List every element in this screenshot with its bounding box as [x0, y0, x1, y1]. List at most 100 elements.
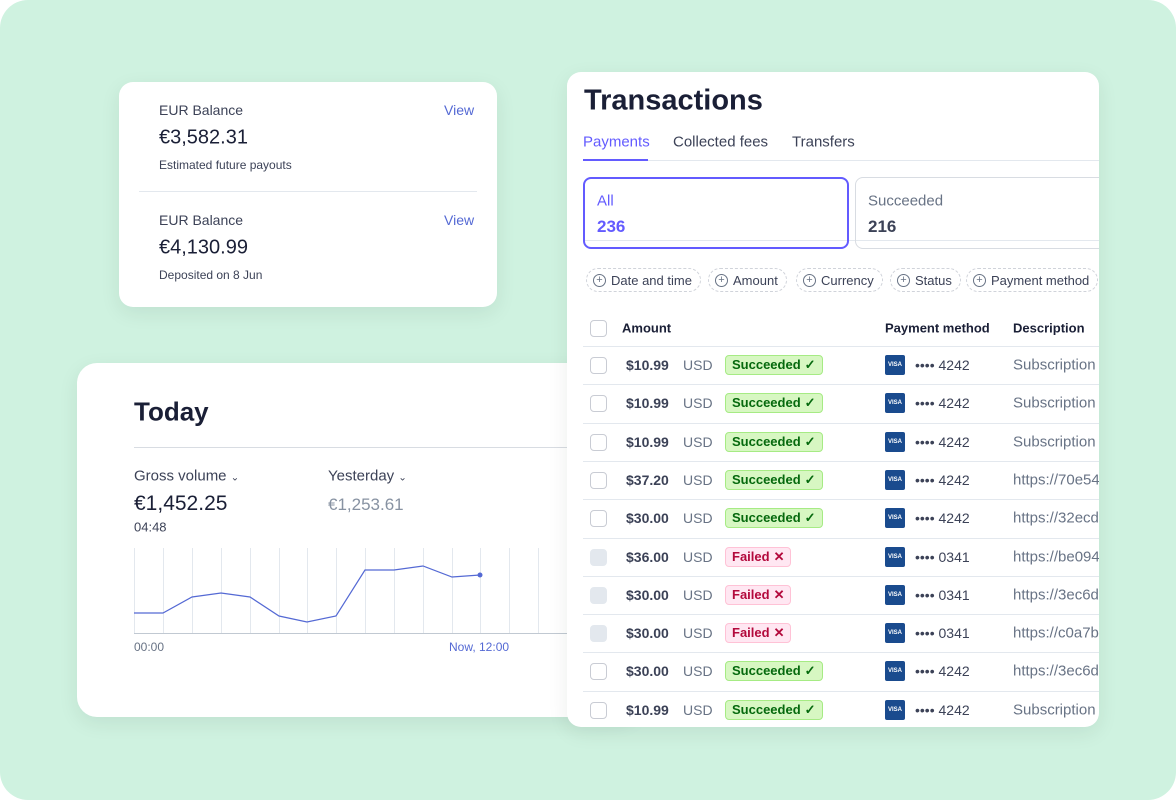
- row-divider: [583, 499, 1099, 501]
- line: [134, 565, 481, 623]
- divider: [583, 240, 1099, 241]
- filter[interactable]: Payment method: [966, 268, 1099, 292]
- card-number: •••• 4242: [915, 701, 970, 718]
- visa-icon: VISA: [885, 469, 905, 490]
- status-icon: ✓: [804, 357, 816, 372]
- tab-divider: [583, 160, 1099, 161]
- card-number: •••• 0341: [915, 586, 970, 603]
- visa-icon: VISA: [885, 508, 905, 529]
- status-badge: Succeeded ✓: [725, 393, 823, 414]
- currency: USD: [683, 548, 713, 565]
- visa-icon: VISA: [885, 699, 905, 720]
- filter[interactable]: Status: [890, 268, 961, 292]
- visa-icon: VISA: [885, 661, 905, 682]
- status-badge: Succeeded ✓: [725, 699, 823, 720]
- tab[interactable]: Transfers: [792, 133, 855, 151]
- column-header: Payment method: [885, 320, 990, 336]
- currency: USD: [683, 663, 713, 680]
- row-checkbox[interactable]: [590, 433, 607, 451]
- status-text: Succeeded: [732, 510, 801, 526]
- metric-select[interactable]: Gross volume ⌄: [134, 468, 239, 485]
- x-start: 00:00: [134, 640, 165, 654]
- amount: $10.99: [626, 395, 669, 412]
- currency: USD: [683, 586, 713, 603]
- visa-icon: VISA: [885, 431, 905, 452]
- chevron: ⌄: [230, 472, 240, 484]
- description: https://be094: [1013, 548, 1099, 565]
- balance-note: Deposited on 8 Jun: [159, 268, 263, 282]
- description: https://70e54: [1013, 471, 1099, 489]
- row-checkbox[interactable]: [590, 625, 607, 643]
- visa-icon: VISA: [885, 546, 905, 567]
- row-checkbox[interactable]: [590, 357, 607, 374]
- column-header: Description: [1013, 320, 1085, 336]
- status-text: Succeeded: [732, 357, 801, 372]
- status-badge: Succeeded ✓: [725, 355, 823, 375]
- card-number: •••• 4242: [915, 433, 970, 450]
- currency: USD: [683, 701, 713, 718]
- row-divider: [583, 690, 1099, 692]
- row-divider: [583, 460, 1099, 462]
- row-divider: [583, 614, 1099, 616]
- amount: $10.99: [626, 357, 669, 373]
- summary-box[interactable]: Succeeded 216: [855, 177, 1099, 249]
- filter[interactable]: Amount: [708, 268, 787, 292]
- amount: $30.00: [626, 510, 669, 527]
- tab[interactable]: Payments: [583, 133, 650, 151]
- row-divider: [583, 422, 1099, 424]
- row-checkbox[interactable]: [590, 548, 607, 566]
- status-text: Failed: [732, 548, 770, 564]
- balance-note: Estimated future payouts: [159, 158, 292, 172]
- row-divider: [583, 384, 1099, 386]
- summary-count: 236: [597, 217, 626, 236]
- select-all[interactable]: [590, 320, 607, 337]
- point: [477, 572, 483, 578]
- summary-label: All: [597, 192, 614, 210]
- status-icon: ✕: [773, 548, 785, 564]
- row-checkbox[interactable]: [590, 663, 607, 681]
- summary-label: Succeeded: [868, 192, 944, 210]
- filter[interactable]: Currency: [796, 268, 883, 292]
- amount: $10.99: [626, 433, 669, 450]
- summary-box[interactable]: All 236: [583, 177, 849, 249]
- x-end: Now, 12:00: [449, 640, 510, 654]
- row-checkbox[interactable]: [590, 510, 607, 528]
- status-text: Succeeded: [732, 395, 801, 411]
- description: https://3ec6d: [1013, 662, 1099, 680]
- tab[interactable]: Collected fees: [673, 133, 769, 151]
- divider: [134, 447, 574, 448]
- status-badge: Succeeded ✓: [725, 431, 823, 452]
- tab-underline: [583, 159, 648, 161]
- card-number: •••• 4242: [915, 663, 970, 680]
- card-number: •••• 4242: [915, 357, 970, 373]
- filter[interactable]: Date and time: [586, 268, 701, 292]
- currency: USD: [683, 510, 713, 527]
- status-badge: Failed ✕: [725, 546, 792, 567]
- currency: USD: [683, 625, 713, 642]
- status-icon: ✓: [804, 433, 816, 449]
- status-icon: ✓: [804, 663, 816, 679]
- column-header: Amount: [622, 320, 672, 336]
- balance-label: EUR Balance: [159, 212, 244, 228]
- status-icon: ✕: [773, 625, 785, 641]
- divider: [139, 191, 477, 192]
- compare-value: €1,253.61: [328, 495, 404, 514]
- view-link[interactable]: View: [444, 102, 475, 118]
- row-checkbox[interactable]: [590, 471, 607, 489]
- status-icon: ✕: [773, 586, 785, 602]
- row-checkbox[interactable]: [590, 395, 607, 413]
- status-badge: Succeeded ✓: [725, 661, 823, 682]
- row-checkbox[interactable]: [590, 586, 607, 604]
- view-link[interactable]: View: [444, 212, 475, 228]
- transactions-card: Transactions Payments Collected fees Trans…: [567, 72, 1099, 727]
- metric-label: Gross volume: [134, 467, 227, 485]
- row-checkbox[interactable]: [590, 701, 607, 719]
- today-title: Today: [134, 396, 209, 427]
- currency: USD: [683, 433, 713, 450]
- status-text: Succeeded: [732, 663, 801, 679]
- transactions-title: Transactions: [584, 84, 763, 117]
- compare-select[interactable]: Yesterday ⌄: [328, 468, 407, 485]
- amount: $30.00: [626, 625, 669, 642]
- status-icon: ✓: [804, 701, 816, 717]
